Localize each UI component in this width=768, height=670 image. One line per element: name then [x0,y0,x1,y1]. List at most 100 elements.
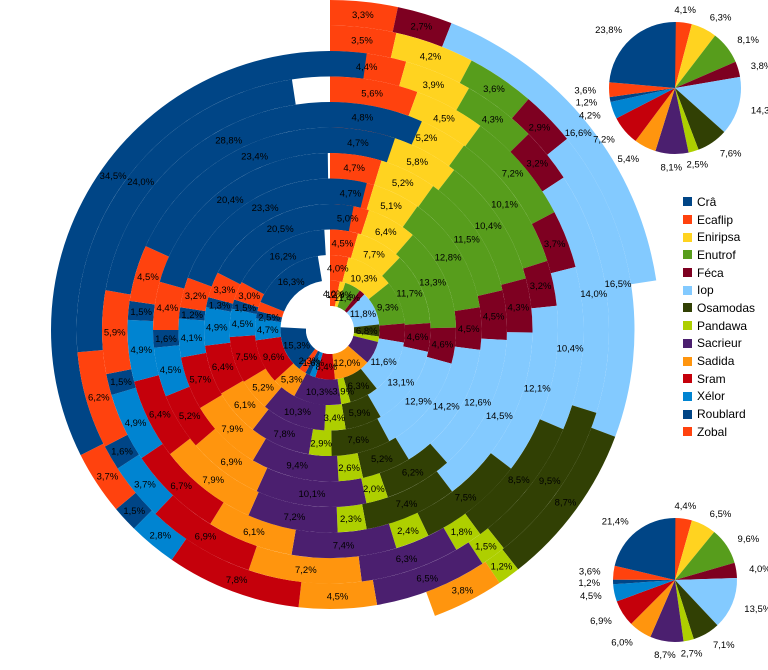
ring-1-slice-Enutrof [337,282,360,311]
small-pie-1-slice-Sram [616,88,675,141]
small-pie-1-slice-Pandawa [675,88,699,153]
ring-10-slice-Pandawa [468,528,504,564]
legend-swatch [683,409,692,419]
ring-3-label: 16,2% [270,251,297,262]
legend-label: Crâ [697,194,717,209]
ring-7-slice-Sadida [169,438,259,516]
ring-9-label: 5,6% [361,88,383,99]
legend-item: Crâ [683,193,755,211]
legend-label: Zobal [697,424,728,439]
legend-label: Enutrof [697,247,736,262]
ring-7-slice-Roublard [127,300,155,322]
ring-1-slice-Féca [344,290,365,313]
ring-6-label: 5,2% [179,411,201,422]
ring-8-label: 28,8% [215,136,242,147]
ring-10-slice-Roublard [116,492,152,529]
ring-5-label: 1,2% [181,310,203,321]
small-pie-2-slice-Osamodas [675,580,718,640]
ring-7-label: 1,5% [130,307,152,318]
ring-3-label: 3,0% [238,291,260,302]
ring-8-slice-Xélor [111,387,163,459]
ring-6-label: 4,4% [156,303,178,314]
ring-9-slice-Crâ [76,79,296,353]
small-pie-2-slice-Eniripsa [675,520,715,580]
legend-label: Sacrieur [697,336,742,351]
small-pie-1-slice-Féca [675,61,741,88]
ring-1-label: 12,8% [326,290,353,301]
ring-2-slice-Sadida [274,363,307,396]
ring-10-slice-Iop [542,177,609,413]
ring-9-slice-Sram [155,495,257,571]
ring-6-slice-Sadida [195,428,268,492]
ring-3-slice-Sram [229,335,266,382]
ring-10-slice-Xélor [133,510,187,560]
ring-11-slice-Ecaflip [330,25,397,58]
ring-2-slice-Zobal [257,301,285,318]
ring-4-label: 7,6% [347,435,369,446]
ring-6-slice-Osamodas [379,443,448,498]
ring-6-label: 4,5% [483,312,505,323]
ring-1-label: 2,3% [299,356,321,367]
ring-3-slice-Zobal [234,282,265,308]
legend-item: Sram [683,370,755,388]
legend-item: Iop [683,281,755,299]
small-pie-1-slice-Xélor [610,88,675,119]
legend-label: Iop [697,283,714,298]
ring-11-slice-Iop [547,138,635,437]
ring-10-slice-Sacrieur [372,542,483,605]
ring-2-slice-Pandawa [337,377,351,405]
ring-3-label: 3,4% [324,413,346,424]
ring-10-slice-Féca [510,133,564,192]
ring-1-slice-Pandawa [353,333,380,343]
ring-7-slice-Zobal [129,246,169,305]
ring-2-slice-Xélor [255,318,282,341]
ring-11-label: 1,2% [491,562,513,573]
ring-3-label: 4,5% [232,319,254,330]
ring-5-label: 12,8% [435,253,462,264]
legend-swatch [683,303,692,313]
ring-2-slice-Sram [255,336,294,381]
legend-item: Roublard [683,405,755,423]
ring-11-slice-Féca [511,99,568,155]
ring-10-label: 3,2% [526,158,548,169]
ring-6-slice-Ecaflip [330,153,382,186]
ring-10-slice-Sram [171,538,302,608]
ring-8-slice-Iop [490,305,558,469]
ring-11-slice-Sadida [426,561,500,616]
ring-5-label: 4,7% [340,188,362,199]
ring-8-label: 12,1% [524,384,551,395]
ring-11-label: 4,2% [420,52,442,63]
ring-3-label: 13,1% [387,377,414,388]
ring-12-slice-Féca [392,7,452,47]
small-pie-1-label: 8,1% [737,35,759,46]
ring-2-slice-Féca [378,323,405,343]
ring-3-slice-Ecaflip [330,229,359,258]
ring-1-slice-Iop [346,294,380,328]
ring-2-label: 6,3% [348,381,370,392]
ring-10-slice-Sadida [298,579,378,609]
ring-8-label: 2,4% [397,526,419,537]
ring-6-slice-Roublard [153,330,180,348]
small-pie-1-label: 3,8% [751,61,768,72]
ring-9-label: 24,0% [127,177,154,188]
ring-7-label: 4,9% [130,345,152,356]
ring-11-label: 3,5% [351,36,373,47]
ring-6-label: 4,5% [160,365,182,376]
ring-8-label: 4,8% [352,113,374,124]
ring-5-slice-Féca [454,307,482,350]
ring-3-slice-Enutrof [382,257,431,325]
small-pie-1-label: 23,8% [595,25,622,36]
ring-12-label: 16,6% [565,128,592,139]
ring-7-slice-Enutrof [438,169,526,285]
ring-3-slice-Féca [403,323,431,352]
ring-6-label: 12,6% [464,397,491,408]
ring-9-label: 3,7% [544,239,566,250]
ring-10-label: 2,8% [149,531,171,542]
ring-8-slice-Roublard [106,369,136,395]
ring-5-label: 5,2% [371,454,393,465]
small-pie-1-slice-Sadida [635,88,675,152]
ring-3-slice-Pandawa [324,404,346,431]
ring-6-slice-Enutrof [418,186,503,297]
ring-6-slice-Sram [165,386,216,446]
ring-3-label: 5,9% [349,408,371,419]
